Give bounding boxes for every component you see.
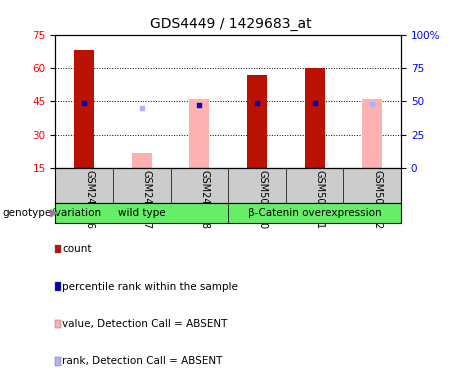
Text: GSM509261: GSM509261 [314,170,325,229]
Text: genotype/variation: genotype/variation [2,208,101,218]
Text: GDS4449 / 1429683_at: GDS4449 / 1429683_at [150,17,311,31]
Text: GSM243347: GSM243347 [142,170,152,229]
Bar [228,204,401,223]
Text: count: count [62,244,92,254]
Bar [55,204,228,223]
Text: rank, Detection Call = ABSENT: rank, Detection Call = ABSENT [62,356,223,366]
Text: GSM243348: GSM243348 [199,170,209,229]
Bar [74,50,94,168]
Bar [305,68,325,168]
Bar [132,152,152,168]
Text: ▶: ▶ [50,208,58,218]
Bar [362,99,382,168]
Bar [189,99,209,168]
Bar [247,74,267,168]
Text: wild type: wild type [118,208,165,218]
Text: GSM243346: GSM243346 [84,170,94,229]
Bar [189,101,209,168]
Text: percentile rank within the sample: percentile rank within the sample [62,281,238,291]
Text: β-Catenin overexpression: β-Catenin overexpression [248,208,381,218]
Text: GSM509260: GSM509260 [257,170,267,229]
Text: GSM509262: GSM509262 [372,170,382,229]
Text: value, Detection Call = ABSENT: value, Detection Call = ABSENT [62,319,228,329]
